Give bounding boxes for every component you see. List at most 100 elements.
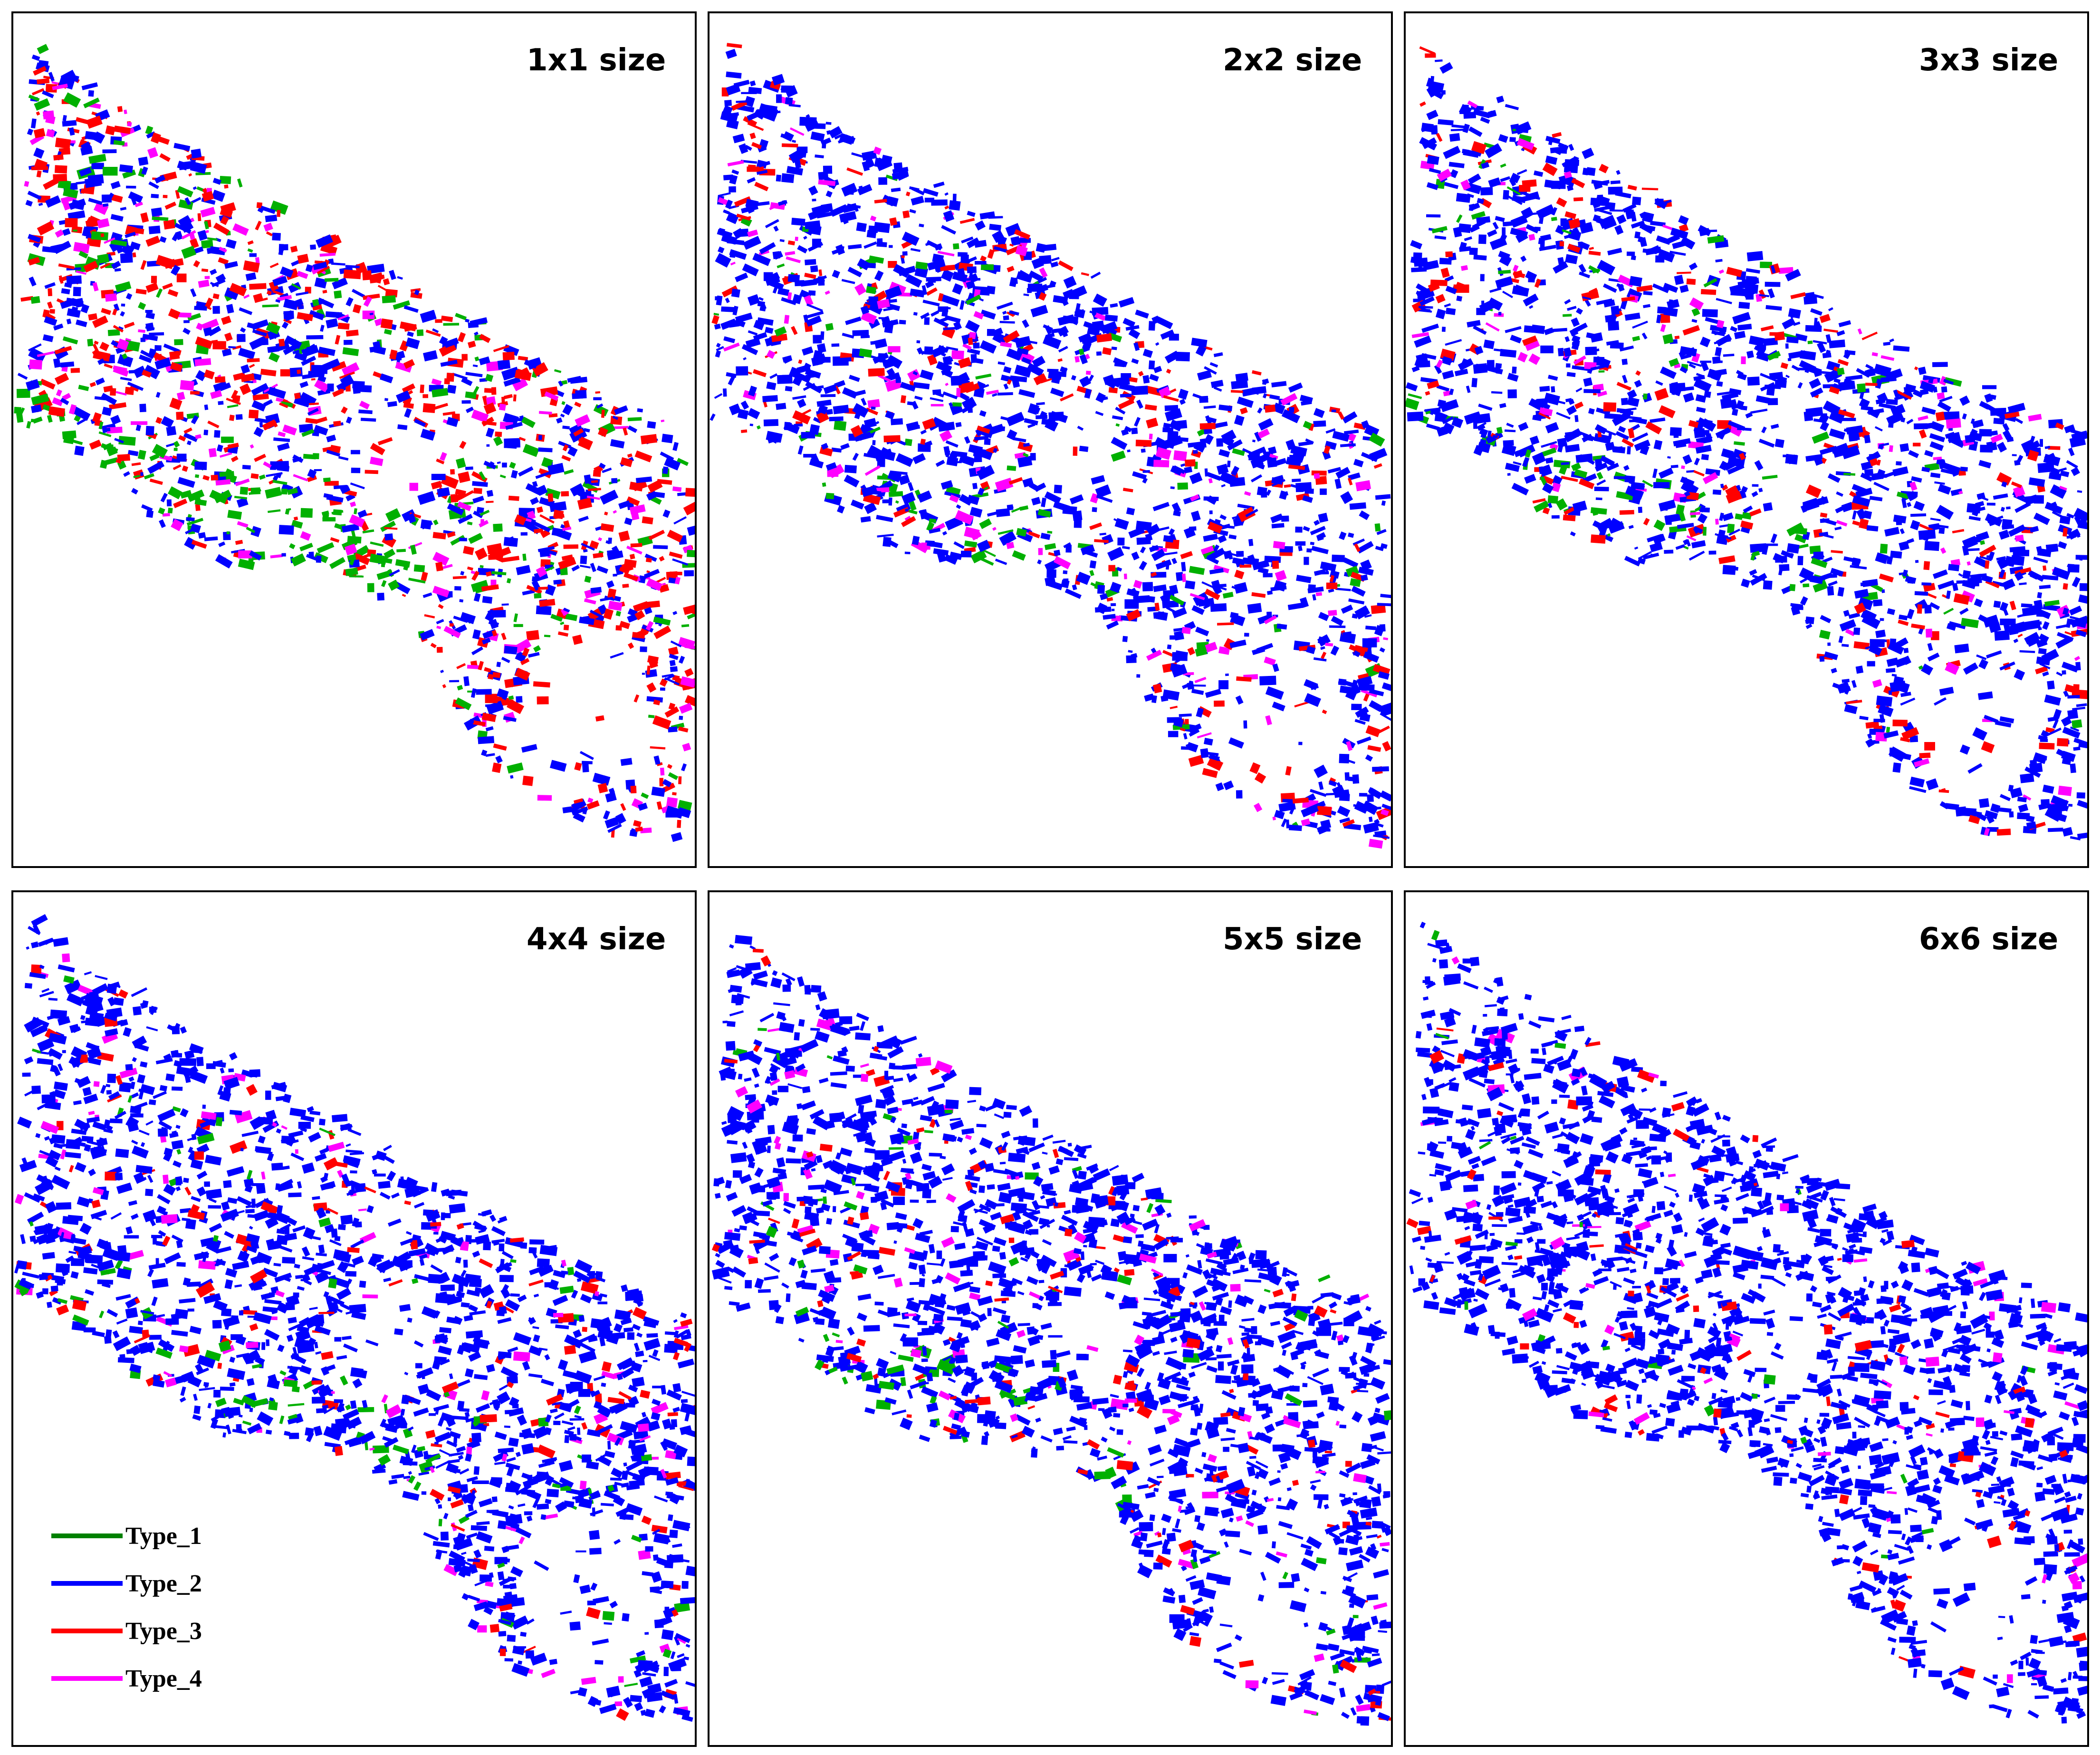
map-patch-blue	[1545, 135, 1561, 144]
map-patch-green	[62, 336, 78, 345]
map-patch-magenta	[1315, 592, 1323, 597]
map-patch-red	[901, 516, 916, 527]
map-patch-red	[55, 137, 71, 149]
map-patch-blue	[1538, 466, 1544, 474]
map-patch-green	[513, 624, 523, 627]
map-patch-blue	[946, 346, 959, 351]
map-patch-blue	[904, 551, 911, 555]
map-patch-red	[47, 301, 53, 309]
map-patch-blue	[741, 92, 757, 94]
map-patch-blue	[1962, 413, 1967, 420]
map-patch-blue	[1889, 747, 1893, 757]
map-patch-blue	[1848, 433, 1858, 442]
map-patch-blue	[961, 396, 977, 411]
map-patch-red	[1522, 335, 1538, 346]
map-patch-red	[1645, 421, 1662, 434]
map-patch-blue	[833, 405, 849, 415]
map-patch-blue	[1620, 407, 1637, 412]
map-patch-blue	[757, 201, 770, 206]
map-patch-blue	[723, 209, 730, 215]
map-patch-blue	[582, 762, 589, 772]
map-patch-blue	[1445, 286, 1458, 295]
map-patch-blue	[786, 166, 804, 176]
map-patch-blue	[1374, 625, 1385, 636]
map-patch-blue	[1313, 657, 1327, 662]
map-patch-blue	[114, 268, 121, 272]
map-patch-red	[1153, 683, 1162, 694]
map-patch-blue	[1596, 298, 1613, 305]
map-patch-blue	[1146, 523, 1160, 536]
map-patch-blue	[28, 343, 42, 352]
map-patch-blue	[1084, 388, 1092, 399]
map-patch-blue	[800, 279, 817, 287]
map-patch-blue	[1195, 345, 1207, 357]
map-patch-green	[522, 553, 527, 561]
map-patch-blue	[1722, 512, 1734, 521]
map-patch-red	[115, 458, 122, 464]
map-patch-blue	[1514, 450, 1521, 457]
map-patch-blue	[352, 381, 365, 389]
map-patch-blue	[1966, 548, 1980, 551]
map-patch-blue	[1505, 104, 1519, 110]
map-patch-blue	[1774, 438, 1784, 448]
map-patch-green	[1691, 308, 1700, 317]
map-patch-green	[641, 792, 649, 799]
map-patch-blue	[1362, 800, 1379, 815]
map-patch-blue	[1501, 444, 1516, 456]
map-patch-red	[1038, 292, 1047, 301]
map-patch-blue	[596, 565, 609, 574]
map-patch-blue	[1996, 556, 2006, 561]
map-patch-blue	[1503, 440, 1514, 446]
map-patch-green	[31, 393, 49, 405]
map-patch-red	[1865, 383, 1878, 386]
map-patch-blue	[535, 471, 552, 479]
map-patch-blue	[949, 402, 953, 407]
map-patch-blue	[1620, 345, 1634, 352]
map-patch-green	[47, 415, 53, 423]
map-patch-blue	[1677, 522, 1694, 529]
map-patch-blue	[1200, 748, 1209, 758]
map-patch-blue	[1057, 314, 1075, 326]
map-patch-green	[687, 611, 695, 619]
map-patch-blue	[88, 198, 103, 205]
map-patch-blue	[1434, 235, 1447, 240]
map-patch-blue	[1943, 411, 1960, 420]
map-patch-magenta	[1301, 818, 1311, 826]
map-patch-red	[31, 88, 45, 96]
map-patch-magenta	[949, 494, 959, 503]
map-patch-blue	[497, 688, 509, 699]
map-patch-green	[1857, 383, 1866, 393]
map-patch-green	[322, 517, 336, 521]
map-patch-blue	[470, 317, 488, 327]
map-patch-blue	[1890, 404, 1906, 417]
map-patch-red	[1163, 395, 1179, 402]
map-patch-red	[589, 540, 599, 550]
map-patch-blue	[1340, 491, 1353, 504]
map-patch-red	[573, 798, 584, 804]
map-patch-blue	[884, 538, 899, 549]
map-patch-blue	[1339, 531, 1347, 540]
map-patch-blue	[1846, 425, 1863, 435]
map-patch-red	[787, 240, 796, 246]
map-patch-blue	[1031, 405, 1041, 415]
map-patch-red	[1033, 373, 1047, 386]
map-patch-blue	[373, 341, 382, 352]
map-patch-red	[322, 289, 327, 294]
map-patch-green	[265, 487, 282, 499]
map-patch-blue	[270, 332, 278, 339]
map-patch-magenta	[124, 109, 127, 115]
map-patch-blue	[404, 408, 412, 418]
map-patch-blue	[1544, 327, 1554, 336]
map-patch-magenta	[1208, 478, 1213, 483]
map-patch-red	[220, 208, 233, 218]
map-patch-blue	[952, 193, 957, 202]
map-patch-blue	[1970, 418, 1975, 424]
map-patch-blue	[1006, 348, 1023, 361]
map-patch-red	[539, 514, 555, 524]
map-patch-blue	[1318, 512, 1329, 523]
map-patch-red	[1363, 693, 1370, 702]
map-patch-blue	[1107, 547, 1124, 561]
map-patch-magenta	[598, 537, 603, 541]
map-patch-red	[224, 332, 233, 342]
map-patch-blue	[1304, 693, 1322, 707]
